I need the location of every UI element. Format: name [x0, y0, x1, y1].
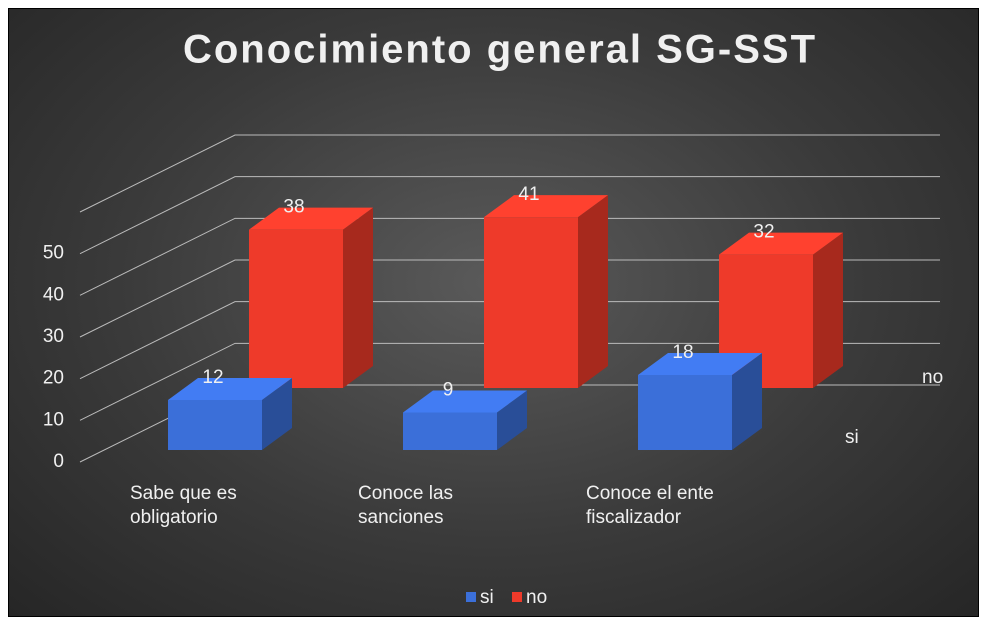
bar-front [249, 229, 343, 388]
bar-top [719, 232, 843, 255]
bar-side [732, 353, 762, 450]
grid-line [79, 301, 940, 380]
y-tick-label: 40 [43, 284, 64, 305]
bar-front [403, 412, 497, 450]
legend-label: no [526, 587, 547, 608]
value-label: 9 [443, 380, 454, 401]
bar [484, 195, 608, 388]
bar [638, 353, 762, 450]
value-label: 41 [518, 184, 539, 205]
grid-line [79, 259, 940, 338]
grid-line [79, 342, 940, 421]
value-label: 32 [753, 222, 774, 243]
bar-top [249, 207, 373, 230]
y-tick-label: 30 [43, 326, 64, 347]
bar-side [262, 378, 292, 450]
bar-front [168, 400, 262, 450]
y-tick-label: 20 [43, 368, 64, 389]
bar-front [484, 217, 578, 388]
chart-title: Conocimiento general SG-SST [183, 28, 817, 72]
bar-top [168, 378, 292, 400]
bar-top [638, 353, 762, 375]
bar [168, 378, 292, 450]
legend-label: si [480, 587, 494, 608]
depth-label: no [922, 367, 943, 388]
depth-label: si [845, 427, 859, 448]
grid-line [79, 217, 940, 296]
bar-top [484, 195, 608, 218]
bar-side [497, 390, 527, 450]
x-tick-label: Sabe que es obligatorio [130, 483, 237, 528]
wall-edge [79, 134, 940, 213]
value-label: 38 [283, 197, 304, 218]
x-tick-label: Conoce las sanciones [358, 483, 454, 528]
bar-top [403, 390, 527, 413]
legend-swatch [466, 592, 476, 602]
bar-front [638, 375, 732, 450]
bar-side [343, 207, 373, 388]
value-label: 12 [202, 367, 223, 388]
y-tick-label: 50 [43, 243, 64, 264]
y-tick-label: 0 [53, 451, 64, 472]
legend-swatch [512, 592, 522, 602]
bar-side [578, 195, 608, 388]
bar [249, 207, 373, 388]
y-tick-label: 10 [43, 409, 64, 430]
x-tick-label: Conoce el ente fiscalizador [586, 483, 714, 528]
bar-side [813, 232, 843, 388]
bar [403, 390, 527, 450]
bar [719, 232, 843, 388]
value-label: 18 [672, 342, 693, 363]
grid-line [79, 176, 940, 255]
